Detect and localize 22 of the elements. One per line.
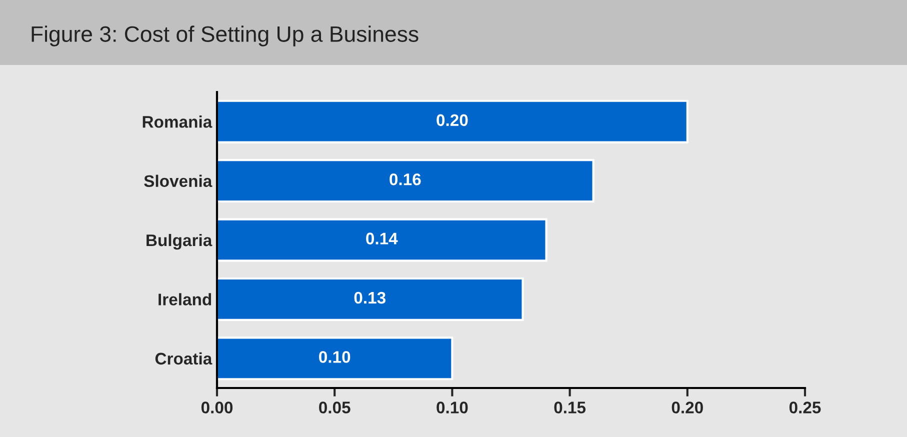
bar <box>217 277 524 321</box>
y-tick-label: Romania <box>142 116 212 128</box>
x-tick-label: 0.00 <box>201 402 233 414</box>
bar <box>217 159 594 203</box>
x-tick-label: 0.25 <box>789 402 821 414</box>
data-label: 0.13 <box>354 292 386 304</box>
data-label: 0.20 <box>436 114 468 126</box>
bar <box>217 336 454 380</box>
x-tick-label: 0.20 <box>672 402 703 414</box>
x-tick-label: 0.15 <box>554 402 586 414</box>
bar <box>217 100 688 144</box>
bar <box>217 218 548 262</box>
x-tick-label: 0.05 <box>319 402 350 414</box>
x-tick-label: 0.10 <box>436 402 468 414</box>
y-tick-label: Slovenia <box>144 174 212 188</box>
y-tick-label: Croatia <box>155 352 212 365</box>
y-tick-label: Bulgaria <box>146 234 212 250</box>
data-label: 0.10 <box>319 351 350 363</box>
data-label: 0.16 <box>390 173 421 186</box>
y-tick-label: Ireland <box>158 293 212 306</box>
data-label: 0.14 <box>366 232 398 244</box>
chart-title: Figure 3: Cost of Setting Up a Business <box>32 26 418 46</box>
